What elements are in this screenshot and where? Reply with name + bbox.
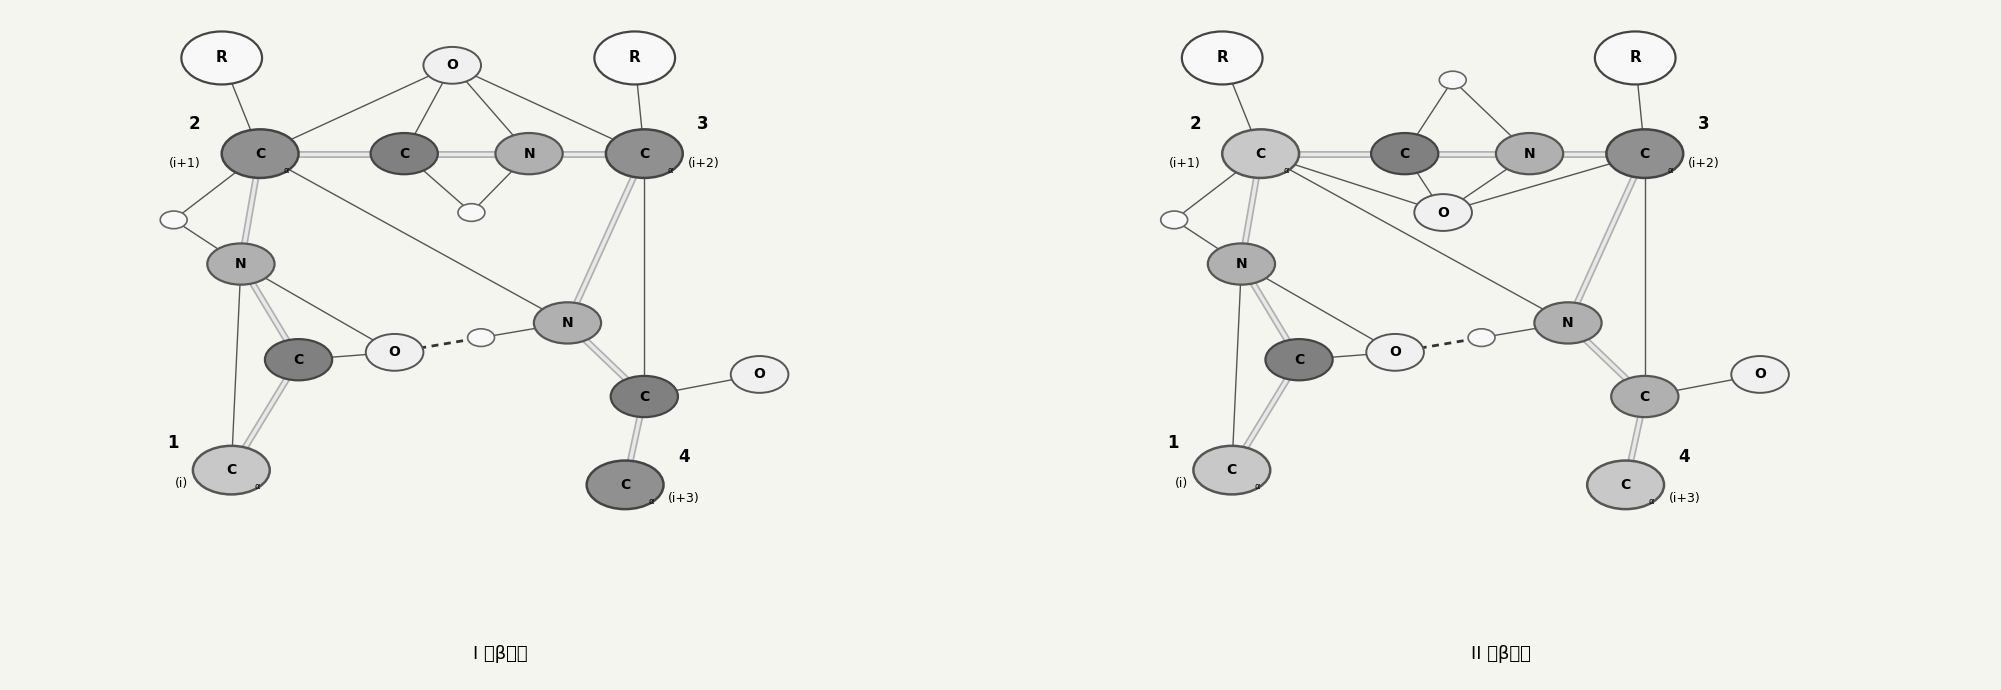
- Text: 1: 1: [1167, 434, 1179, 452]
- Text: O: O: [446, 59, 458, 72]
- Ellipse shape: [1587, 460, 1665, 509]
- Text: 1: 1: [166, 434, 178, 452]
- Text: C: C: [398, 147, 410, 161]
- Ellipse shape: [222, 129, 298, 178]
- Text: C: C: [638, 147, 650, 161]
- Ellipse shape: [424, 47, 480, 83]
- Text: C: C: [1255, 147, 1267, 161]
- Ellipse shape: [594, 32, 674, 84]
- Text: R: R: [216, 50, 228, 66]
- Text: R: R: [628, 50, 640, 66]
- Text: C: C: [1621, 478, 1631, 492]
- Text: α: α: [668, 166, 672, 175]
- Ellipse shape: [182, 32, 262, 84]
- Text: I 型β转角: I 型β转角: [472, 645, 528, 663]
- Text: C: C: [294, 353, 304, 366]
- Ellipse shape: [1193, 446, 1271, 495]
- Ellipse shape: [264, 339, 332, 380]
- Text: R: R: [1217, 50, 1229, 66]
- Ellipse shape: [730, 356, 788, 393]
- Text: N: N: [1563, 316, 1575, 330]
- Ellipse shape: [1265, 339, 1333, 380]
- Ellipse shape: [1371, 133, 1439, 175]
- Ellipse shape: [366, 334, 424, 371]
- Text: N: N: [1523, 147, 1535, 161]
- Text: O: O: [754, 368, 766, 382]
- Ellipse shape: [586, 460, 664, 509]
- Text: 2: 2: [188, 115, 200, 133]
- Ellipse shape: [1223, 129, 1299, 178]
- Text: C: C: [620, 478, 630, 492]
- Text: C: C: [1639, 147, 1651, 161]
- Text: C: C: [1295, 353, 1305, 366]
- Ellipse shape: [208, 244, 274, 285]
- Text: α: α: [1649, 497, 1655, 506]
- Text: (i+1): (i+1): [1169, 157, 1201, 170]
- Ellipse shape: [370, 133, 438, 175]
- Ellipse shape: [1535, 302, 1601, 344]
- Text: C: C: [226, 463, 236, 477]
- Text: N: N: [1235, 257, 1247, 271]
- Ellipse shape: [1415, 194, 1473, 231]
- Ellipse shape: [458, 204, 484, 221]
- Ellipse shape: [496, 133, 562, 175]
- Text: 3: 3: [696, 115, 708, 133]
- Text: O: O: [1437, 206, 1449, 219]
- Text: α: α: [284, 166, 288, 175]
- Text: C: C: [1227, 463, 1237, 477]
- Text: C: C: [1639, 390, 1651, 404]
- Ellipse shape: [1595, 32, 1675, 84]
- Ellipse shape: [192, 446, 270, 495]
- Ellipse shape: [1611, 376, 1679, 417]
- Text: (i+2): (i+2): [1689, 157, 1719, 170]
- Text: α: α: [648, 497, 654, 506]
- Text: R: R: [1629, 50, 1641, 66]
- Text: N: N: [562, 316, 574, 330]
- Text: α: α: [1285, 166, 1289, 175]
- Text: α: α: [254, 482, 260, 491]
- Ellipse shape: [1731, 356, 1789, 393]
- Ellipse shape: [1209, 244, 1275, 285]
- Ellipse shape: [534, 302, 600, 344]
- Ellipse shape: [1367, 334, 1425, 371]
- Ellipse shape: [468, 329, 494, 346]
- Text: (i): (i): [1175, 477, 1189, 491]
- Ellipse shape: [606, 129, 682, 178]
- Text: (i+2): (i+2): [688, 157, 718, 170]
- Text: II 型β转角: II 型β转角: [1471, 645, 1531, 663]
- Text: α: α: [1255, 482, 1261, 491]
- Text: C: C: [254, 147, 266, 161]
- Text: (i+3): (i+3): [668, 492, 700, 505]
- Ellipse shape: [1469, 329, 1495, 346]
- Ellipse shape: [1183, 32, 1263, 84]
- Text: (i+1): (i+1): [168, 157, 200, 170]
- Ellipse shape: [1439, 71, 1467, 89]
- Text: O: O: [1389, 346, 1401, 359]
- Text: (i+3): (i+3): [1669, 492, 1701, 505]
- Text: O: O: [388, 346, 400, 359]
- Text: 2: 2: [1189, 115, 1201, 133]
- Text: 4: 4: [678, 448, 690, 466]
- Text: 3: 3: [1697, 115, 1709, 133]
- Text: N: N: [522, 147, 534, 161]
- Text: N: N: [234, 257, 246, 271]
- Ellipse shape: [1161, 211, 1189, 228]
- Ellipse shape: [1497, 133, 1563, 175]
- Text: C: C: [1399, 147, 1411, 161]
- Ellipse shape: [160, 211, 188, 228]
- Text: α: α: [1669, 166, 1673, 175]
- Text: O: O: [1755, 368, 1767, 382]
- Ellipse shape: [610, 376, 678, 417]
- Ellipse shape: [1607, 129, 1683, 178]
- Text: 4: 4: [1679, 448, 1691, 466]
- Text: (i): (i): [174, 477, 188, 491]
- Text: C: C: [638, 390, 650, 404]
